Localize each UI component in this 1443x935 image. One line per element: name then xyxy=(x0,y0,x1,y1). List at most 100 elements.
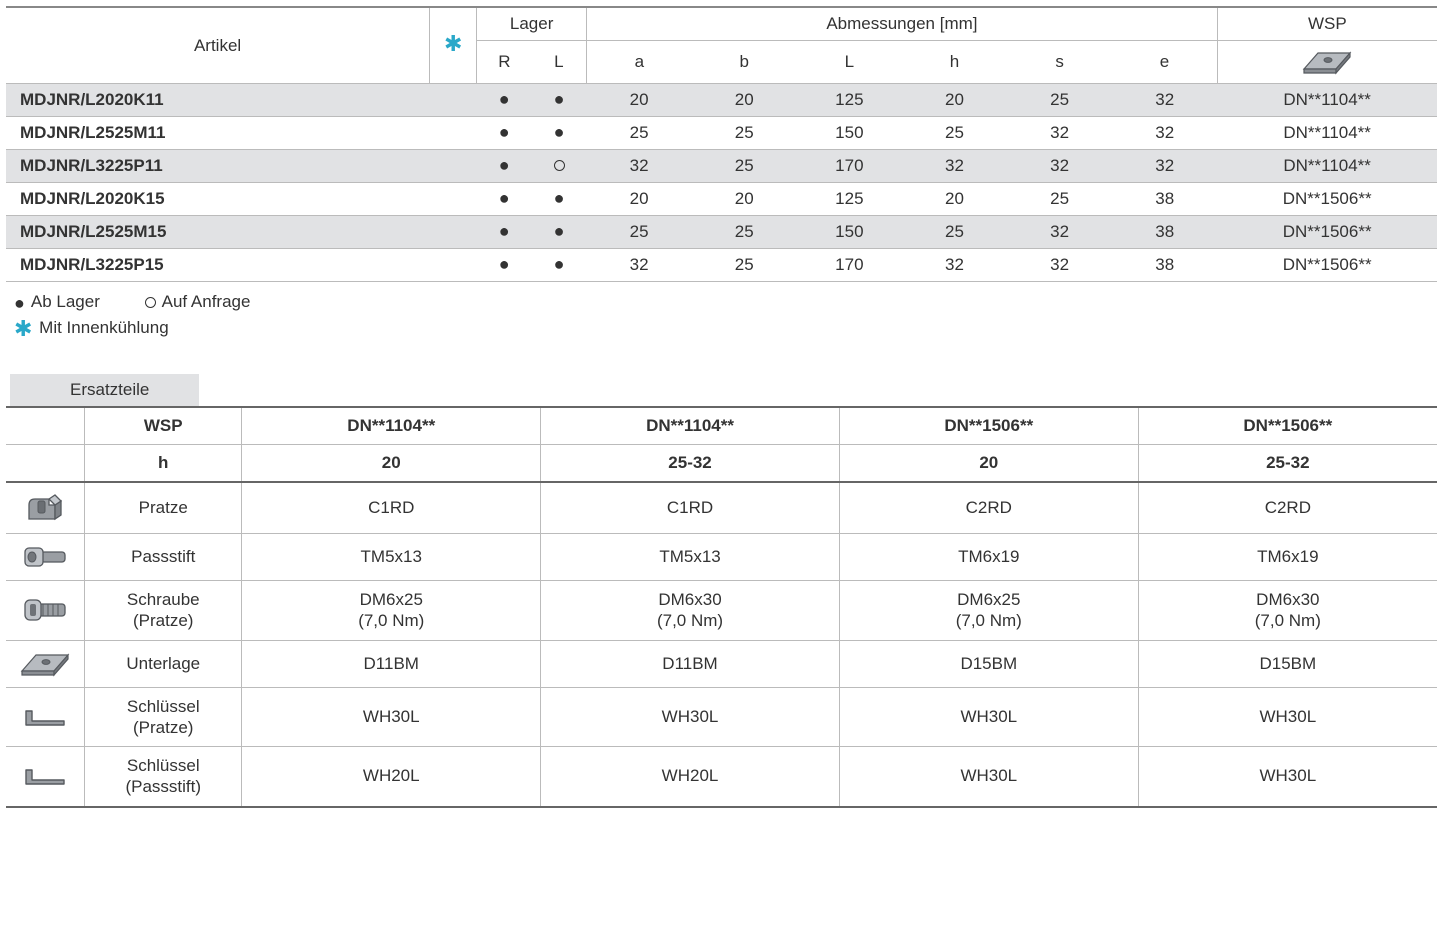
unterlage-icon xyxy=(6,640,85,687)
legend-auf-anfrage: Auf Anfrage xyxy=(162,292,251,311)
spare-value: D15BM xyxy=(1138,640,1437,687)
cell-e: 32 xyxy=(1112,150,1217,183)
wrench-icon xyxy=(6,747,85,807)
cell-b: 20 xyxy=(692,183,797,216)
cell-lager-r: ● xyxy=(477,249,532,282)
cell-L: 170 xyxy=(797,249,902,282)
spare-parts-row: Schlüssel (Pratze)WH30LWH30LWH30LWH30L xyxy=(6,687,1437,747)
spare-header-col-3: DN**1506** xyxy=(1138,407,1437,445)
cell-lager-r: ● xyxy=(477,183,532,216)
cell-lager-l: ● xyxy=(532,249,587,282)
cell-star xyxy=(430,117,477,150)
header-r: R xyxy=(477,41,532,84)
header-l: L xyxy=(532,41,587,84)
cell-s: 32 xyxy=(1007,150,1112,183)
spare-label: Passstift xyxy=(85,534,242,581)
cell-star xyxy=(430,84,477,117)
header-dim-a: a xyxy=(587,41,692,84)
header-dim-b: b xyxy=(692,41,797,84)
cell-e: 38 xyxy=(1112,216,1217,249)
header-lager: Lager xyxy=(477,7,587,41)
spare-value: D11BM xyxy=(242,640,541,687)
cell-s: 25 xyxy=(1007,183,1112,216)
cell-h: 25 xyxy=(902,117,1007,150)
cell-lager-l: ● xyxy=(532,84,587,117)
spare-value: TM6x19 xyxy=(839,534,1138,581)
cell-artikel: MDJNR/L2525M15 xyxy=(6,216,430,249)
cell-artikel: MDJNR/L2525M11 xyxy=(6,117,430,150)
spare-value: DM6x25 (7,0 Nm) xyxy=(242,581,541,641)
cell-L: 125 xyxy=(797,183,902,216)
spare-value: WH30L xyxy=(1138,747,1437,807)
cell-lager-r: ● xyxy=(477,150,532,183)
table-row: MDJNR/L2020K15●●2020125202538DN**1506** xyxy=(6,183,1437,216)
cell-lager-l xyxy=(532,150,587,183)
passstift-icon xyxy=(6,534,85,581)
legend-mit-innenkuehlung: Mit Innenkühlung xyxy=(39,318,168,337)
header-artikel: Artikel xyxy=(6,7,430,84)
spare-value: WH30L xyxy=(839,747,1138,807)
cell-b: 25 xyxy=(692,150,797,183)
spare-value: C2RD xyxy=(1138,482,1437,534)
spare-value: DM6x25 (7,0 Nm) xyxy=(839,581,1138,641)
spare-header-h-1: 25-32 xyxy=(541,445,840,483)
spare-label: Unterlage xyxy=(85,640,242,687)
header-dim-h: h xyxy=(902,41,1007,84)
wsp-insert-icon xyxy=(1217,41,1437,84)
spare-label: Schlüssel (Pratze) xyxy=(85,687,242,747)
spare-header-h-3: 25-32 xyxy=(1138,445,1437,483)
spare-value: DM6x30 (7,0 Nm) xyxy=(1138,581,1437,641)
table-row: MDJNR/L3225P11●3225170323232DN**1104** xyxy=(6,150,1437,183)
header-dim-e: e xyxy=(1112,41,1217,84)
spare-header-h-0: 20 xyxy=(242,445,541,483)
legend: ●Ab Lager Auf Anfrage xyxy=(6,288,1437,314)
cell-L: 170 xyxy=(797,150,902,183)
legend-cooling: ✱ Mit Innenkühlung xyxy=(6,314,1437,340)
cell-lager-l: ● xyxy=(532,216,587,249)
spare-parts-row: PassstiftTM5x13TM5x13TM6x19TM6x19 xyxy=(6,534,1437,581)
spare-value: C2RD xyxy=(839,482,1138,534)
cell-artikel: MDJNR/L3225P11 xyxy=(6,150,430,183)
cell-s: 32 xyxy=(1007,117,1112,150)
cell-star xyxy=(430,150,477,183)
cell-e: 38 xyxy=(1112,183,1217,216)
spare-value: C1RD xyxy=(541,482,840,534)
spare-label: Schlüssel (Passstift) xyxy=(85,747,242,807)
spare-header-col-2: DN**1506** xyxy=(839,407,1138,445)
cell-L: 125 xyxy=(797,84,902,117)
cell-lager-r: ● xyxy=(477,84,532,117)
spare-parts-title: Ersatzteile xyxy=(10,374,199,406)
spare-parts-row: Schraube (Pratze)DM6x25 (7,0 Nm)DM6x30 (… xyxy=(6,581,1437,641)
spare-header-h-2: 20 xyxy=(839,445,1138,483)
spare-value: D15BM xyxy=(839,640,1138,687)
cell-star xyxy=(430,183,477,216)
cell-s: 32 xyxy=(1007,216,1112,249)
spare-parts-row: Schlüssel (Passstift)WH20LWH20LWH30LWH30… xyxy=(6,747,1437,807)
spare-parts-row: UnterlageD11BMD11BMD15BMD15BM xyxy=(6,640,1437,687)
cell-a: 32 xyxy=(587,150,692,183)
spare-parts-table: WSP DN**1104** DN**1104** DN**1506** DN*… xyxy=(6,406,1437,808)
spare-value: WH20L xyxy=(242,747,541,807)
cell-h: 25 xyxy=(902,216,1007,249)
spare-header-col-0: DN**1104** xyxy=(242,407,541,445)
legend-ab-lager: Ab Lager xyxy=(31,292,100,311)
cell-e: 32 xyxy=(1112,117,1217,150)
cell-wsp: DN**1104** xyxy=(1217,150,1437,183)
spare-value: TM5x13 xyxy=(541,534,840,581)
wrench-icon xyxy=(6,687,85,747)
cell-h: 20 xyxy=(902,183,1007,216)
cell-wsp: DN**1104** xyxy=(1217,117,1437,150)
cell-s: 32 xyxy=(1007,249,1112,282)
cell-b: 20 xyxy=(692,84,797,117)
cell-wsp: DN**1506** xyxy=(1217,183,1437,216)
cell-a: 32 xyxy=(587,249,692,282)
cell-b: 25 xyxy=(692,216,797,249)
cell-a: 25 xyxy=(587,117,692,150)
table-row: MDJNR/L3225P15●●3225170323238DN**1506** xyxy=(6,249,1437,282)
cell-lager-l: ● xyxy=(532,183,587,216)
table-row: MDJNR/L2020K11●●2020125202532DN**1104** xyxy=(6,84,1437,117)
header-dim-s: s xyxy=(1007,41,1112,84)
cell-star xyxy=(430,216,477,249)
schraube-icon xyxy=(6,581,85,641)
cell-b: 25 xyxy=(692,117,797,150)
